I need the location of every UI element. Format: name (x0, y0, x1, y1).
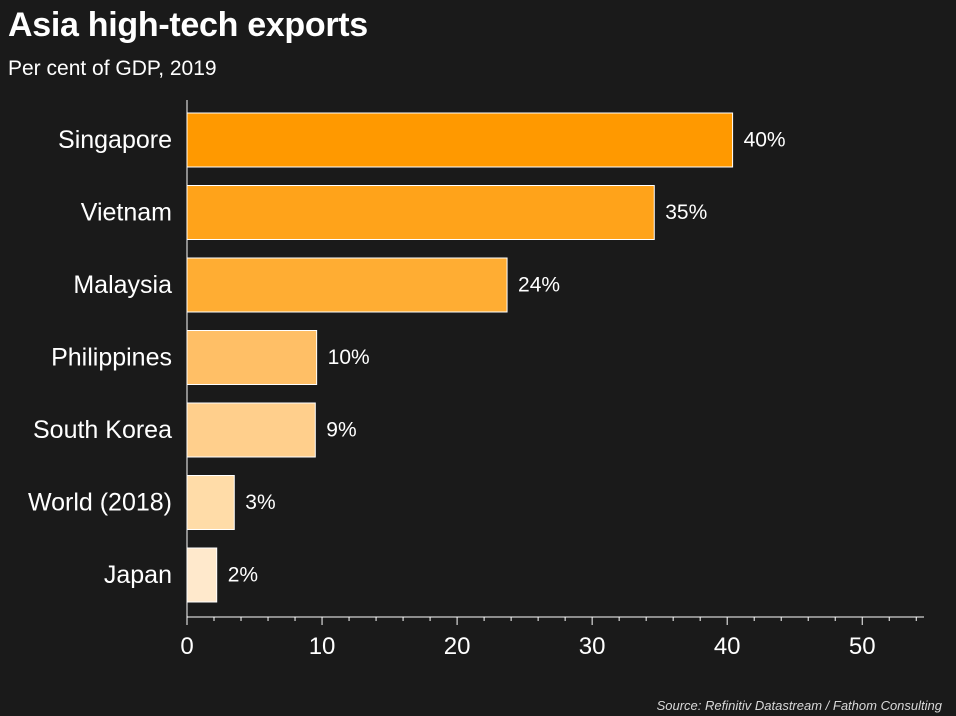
x-tick-label-0: 0 (180, 633, 193, 660)
chart-subtitle: Per cent of GDP, 2019 (8, 57, 217, 80)
value-label-world-2018: 3% (245, 491, 275, 514)
bar-philippines (186, 330, 318, 385)
value-label-singapore: 40% (744, 129, 786, 152)
x-tick-label-30: 30 (579, 633, 606, 660)
bar-malaysia (186, 257, 508, 313)
bar-singapore (186, 112, 734, 168)
category-label-malaysia: Malaysia (73, 271, 172, 299)
category-label-philippines: Philippines (51, 344, 172, 372)
x-tick-label-10: 10 (309, 633, 336, 660)
category-label-vietnam: Vietnam (81, 199, 172, 227)
bar-world-2018 (186, 475, 235, 530)
x-tick-label-40: 40 (714, 633, 741, 660)
category-label-world-2018: World (2018) (28, 489, 172, 517)
value-label-japan: 2% (228, 564, 258, 587)
bar-japan (186, 547, 218, 603)
x-tick-label-50: 50 (849, 633, 876, 660)
category-label-japan: Japan (104, 561, 172, 589)
bar-south-korea (186, 402, 316, 458)
category-label-south-korea: South Korea (33, 416, 172, 444)
value-label-malaysia: 24% (518, 274, 560, 297)
category-label-singapore: Singapore (58, 126, 172, 154)
x-tick-label-20: 20 (444, 633, 471, 660)
chart-title: Asia high-tech exports (8, 6, 368, 44)
value-label-south-korea: 9% (326, 419, 356, 442)
bar-vietnam (186, 185, 655, 240)
value-label-vietnam: 35% (665, 201, 707, 224)
value-label-philippines: 10% (328, 346, 370, 369)
source-note: Source: Refinitiv Datastream / Fathom Co… (656, 698, 942, 713)
